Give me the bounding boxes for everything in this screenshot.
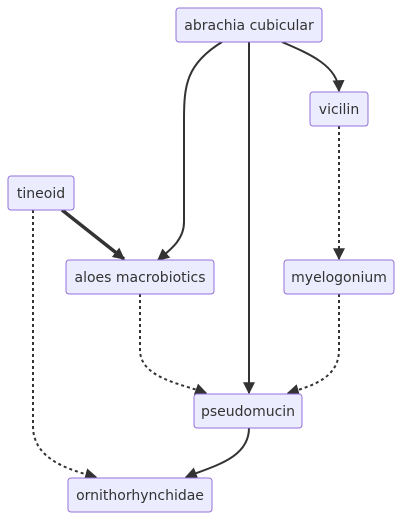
node-label-pseudomucin: pseudomucin [201, 404, 295, 420]
node-aloes: aloes macrobiotics [65, 259, 215, 295]
node-myelogonium: myelogonium [283, 259, 395, 295]
edge-tineoid-to-ornithorhynchidae [32, 210, 98, 480]
node-pseudomucin: pseudomucin [193, 393, 303, 429]
edge-abrachia-to-aloes [157, 41, 223, 261]
node-tineoid: tineoid [7, 175, 75, 211]
edge-abrachia-to-vicilin [281, 41, 345, 93]
node-abrachia: abrachia cubicular [175, 7, 323, 43]
node-box-pseudomucin [193, 393, 303, 429]
node-box-vicilin [309, 91, 369, 127]
node-box-aloes [65, 259, 215, 295]
node-label-ornithorhynchidae: ornithorhynchidae [76, 488, 204, 504]
node-label-tineoid: tineoid [17, 186, 65, 202]
node-box-tineoid [7, 175, 75, 211]
node-ornithorhynchidae: ornithorhynchidae [67, 477, 213, 513]
edge-pseudomucin-to-ornithorhynchidae [184, 427, 250, 479]
node-vicilin: vicilin [309, 91, 369, 127]
node-label-abrachia: abrachia cubicular [184, 18, 314, 34]
node-label-aloes: aloes macrobiotics [74, 270, 205, 286]
node-box-myelogonium [283, 259, 395, 295]
edge-myelogonium-to-pseudomucin [286, 294, 340, 396]
edge-aloes-to-pseudomucin [139, 294, 208, 395]
nodes-layer: abrachia cubicular vicilin tineoid aloes ma… [7, 7, 395, 513]
node-label-vicilin: vicilin [319, 102, 359, 118]
node-box-ornithorhynchidae [67, 477, 213, 513]
edges-layer [32, 41, 345, 480]
node-box-abrachia [175, 7, 323, 43]
edge-tineoid-to-aloes [60, 208, 126, 261]
node-label-myelogonium: myelogonium [291, 270, 387, 286]
